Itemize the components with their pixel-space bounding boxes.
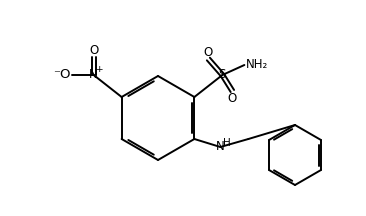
Text: N: N xyxy=(89,68,98,81)
Text: N: N xyxy=(216,140,225,154)
Text: S: S xyxy=(219,68,226,81)
Text: O: O xyxy=(204,46,213,59)
Text: ⁻O: ⁻O xyxy=(53,68,70,81)
Text: O: O xyxy=(228,92,237,105)
Text: H: H xyxy=(224,138,231,148)
Text: NH₂: NH₂ xyxy=(246,59,269,71)
Text: +: + xyxy=(95,65,102,73)
Text: O: O xyxy=(89,43,98,57)
